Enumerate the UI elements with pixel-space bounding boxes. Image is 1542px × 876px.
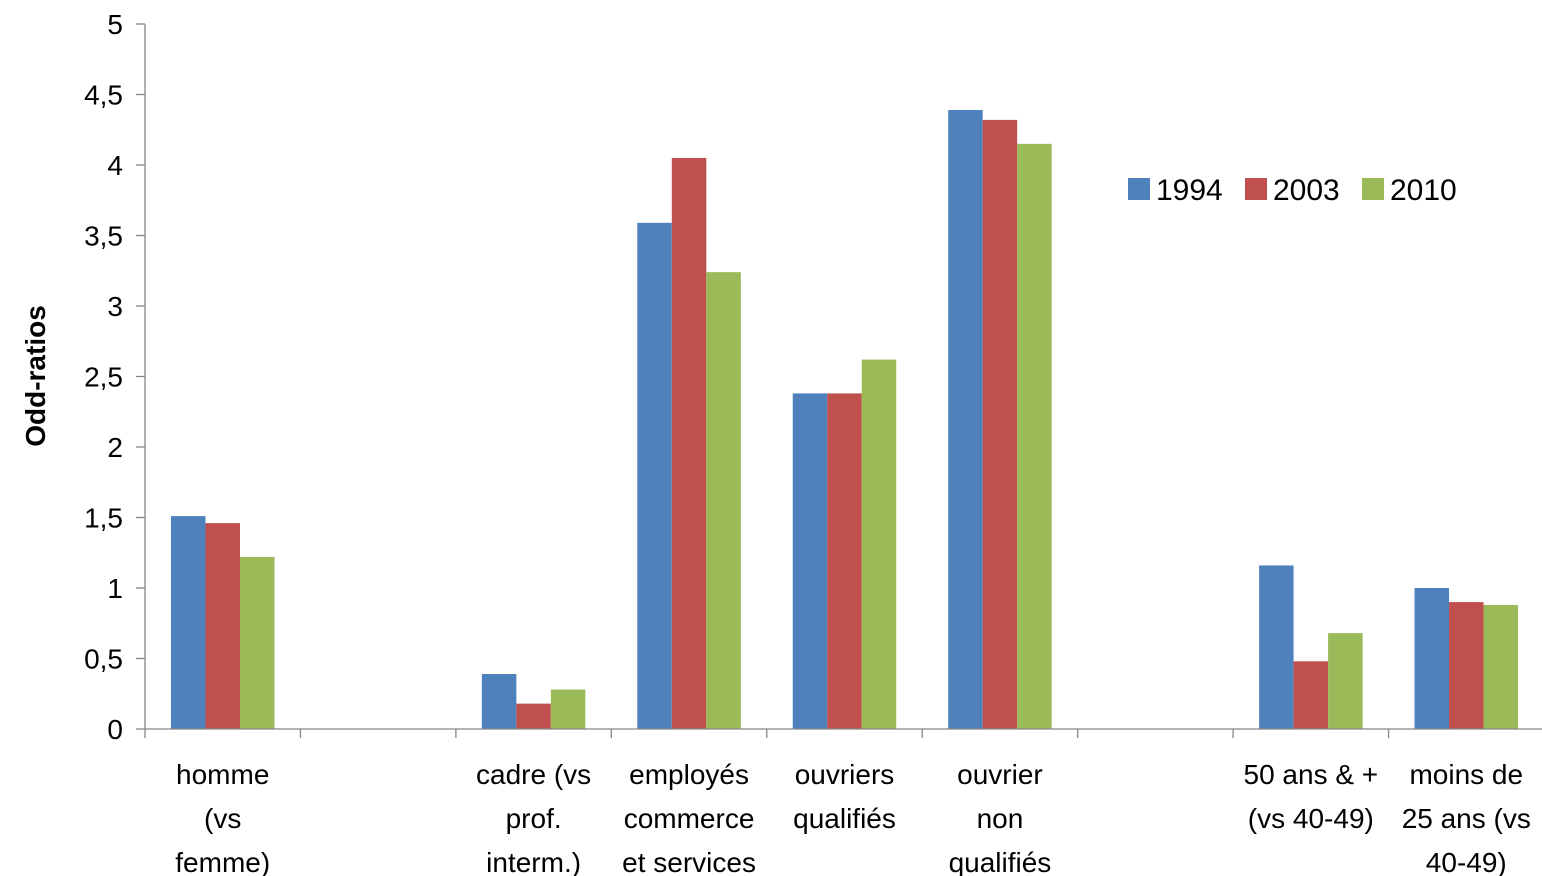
bar-2003-7: [1293, 661, 1329, 729]
bars-group: [170, 110, 1519, 730]
bar-2003-3: [671, 157, 707, 729]
y-tick-label: 3,5: [84, 221, 123, 252]
bar-1994-7: [1259, 565, 1294, 729]
category-label: (vs 40-49): [1248, 803, 1374, 834]
legend-swatch-2003: [1245, 178, 1267, 200]
y-tick-label: 3: [107, 291, 123, 322]
legend-label-1994: 1994: [1156, 174, 1223, 207]
category-label: moins de: [1409, 759, 1523, 790]
category-label: ouvriers: [795, 759, 895, 790]
bar-2003-5: [982, 119, 1018, 729]
category-labels-group: homme (vs femme) cadre (vs prof. interm.) empl…: [175, 759, 1531, 876]
legend-swatch-1994: [1128, 178, 1150, 200]
category-label: homme: [176, 759, 269, 790]
category-label: commerce: [624, 803, 755, 834]
legend: 1994 2003 2010: [1128, 174, 1457, 207]
bar-2003-2: [516, 703, 551, 729]
category-label: non: [977, 803, 1024, 834]
category-label: interm.): [486, 847, 581, 876]
legend-swatch-2010: [1362, 178, 1384, 200]
category-label: 50 ans & +: [1244, 759, 1379, 790]
bar-2010-0: [239, 556, 275, 729]
bar-2010-5: [1017, 143, 1052, 730]
legend-label-2003: 2003: [1273, 174, 1340, 207]
y-tick-label: 4,5: [84, 80, 123, 111]
y-tick-label: 1: [107, 573, 123, 604]
bar-1994-0: [170, 516, 206, 729]
category-label: et services: [622, 847, 756, 876]
category-label: 25 ans (vs: [1402, 803, 1531, 834]
category-label: employés: [629, 759, 749, 790]
bar-1994-4: [792, 393, 828, 729]
y-tick-label: 0,5: [84, 644, 123, 675]
bar-1994-8: [1414, 588, 1450, 729]
bar-2010-7: [1328, 633, 1363, 729]
bar-1994-3: [637, 222, 672, 729]
y-tick-label: 4: [107, 150, 123, 181]
bar-2010-8: [1483, 604, 1519, 729]
y-tick-label: 5: [107, 9, 123, 40]
y-axis-label: Odd-ratios: [20, 305, 51, 447]
bar-2010-2: [550, 689, 586, 729]
category-label: ouvrier: [957, 759, 1043, 790]
y-ticks-group: 0 0,5 1 1,5 2 2,5 3 3,5 4 4,5 5: [84, 9, 145, 745]
category-label: femme): [175, 847, 270, 876]
bar-2010-4: [861, 359, 897, 729]
bar-2003-4: [827, 393, 862, 729]
y-tick-label: 2: [107, 432, 123, 463]
bar-2003-0: [205, 523, 240, 729]
category-label: prof.: [506, 803, 562, 834]
y-tick-label: 2,5: [84, 362, 123, 393]
y-tick-label: 1,5: [84, 503, 123, 534]
bar-2003-8: [1449, 602, 1484, 729]
category-label: cadre (vs: [476, 759, 591, 790]
bar-1994-2: [481, 674, 517, 729]
category-label: 40-49): [1426, 847, 1507, 876]
x-ticks-group: [144, 729, 1390, 738]
category-label: qualifiés: [793, 803, 896, 834]
category-label: qualifiés: [949, 847, 1052, 876]
y-tick-label: 0: [107, 714, 123, 745]
bar-1994-5: [948, 110, 983, 729]
bar-2010-3: [706, 272, 741, 729]
legend-label-2010: 2010: [1390, 174, 1457, 207]
category-label: (vs: [204, 803, 241, 834]
